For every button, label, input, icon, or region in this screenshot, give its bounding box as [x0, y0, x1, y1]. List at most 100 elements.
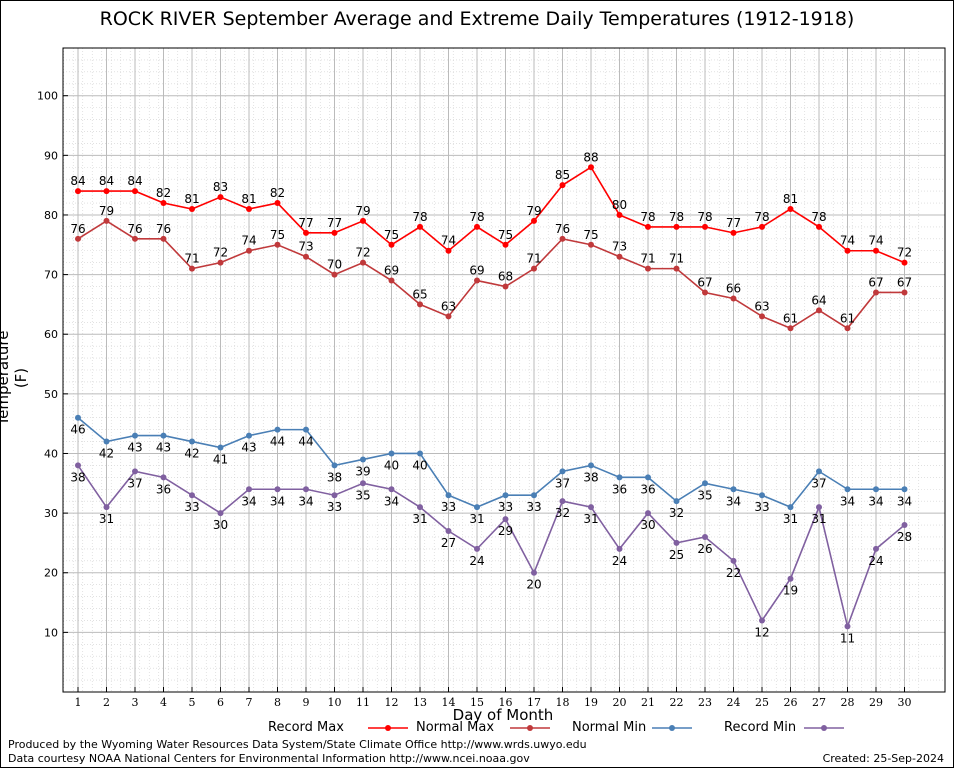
data-label-record-min: 36	[156, 482, 171, 496]
data-point-normal-max	[759, 313, 765, 320]
x-tick-label: 24	[727, 696, 741, 709]
y-tick-label: 70	[44, 269, 58, 282]
data-label-normal-max: 71	[640, 252, 655, 266]
data-label-normal-max: 69	[384, 264, 399, 278]
y-tick-label: 40	[44, 447, 58, 460]
data-point-normal-min	[873, 486, 879, 493]
data-point-normal-min	[816, 468, 822, 475]
data-point-record-min	[246, 486, 252, 493]
data-point-normal-max	[730, 295, 737, 302]
data-label-normal-min: 37	[811, 476, 826, 490]
data-point-record-max	[588, 164, 594, 171]
data-point-record-max	[331, 229, 338, 236]
data-label-record-min: 22	[726, 566, 741, 580]
data-label-normal-max: 79	[99, 204, 114, 218]
data-label-normal-min: 34	[840, 494, 855, 508]
data-label-record-max: 81	[241, 192, 256, 206]
data-label-record-min: 24	[469, 554, 484, 568]
data-point-normal-max	[417, 301, 423, 308]
data-label-record-min: 31	[583, 512, 598, 526]
y-tick-label: 50	[44, 388, 58, 401]
data-point-record-max	[816, 223, 822, 230]
data-point-record-max	[787, 206, 794, 212]
data-point-normal-max	[331, 271, 338, 278]
data-point-record-max	[873, 247, 879, 254]
data-point-record-max	[474, 223, 480, 230]
data-label-normal-min: 39	[355, 464, 370, 478]
data-label-normal-min: 38	[583, 470, 598, 484]
data-point-normal-max	[474, 277, 480, 284]
data-point-normal-min	[759, 492, 765, 499]
data-label-normal-min: 31	[783, 512, 798, 526]
data-label-normal-min: 31	[469, 512, 484, 526]
data-label-normal-max: 63	[441, 299, 456, 313]
x-tick-label: 7	[246, 696, 253, 709]
data-point-record-min	[445, 528, 452, 534]
data-label-record-max: 79	[355, 204, 370, 218]
data-label-normal-min: 37	[555, 476, 570, 490]
legend-normal-min: Normal Min	[572, 720, 692, 736]
data-label-record-max: 84	[99, 174, 114, 188]
data-point-record-min	[132, 468, 138, 475]
data-label-record-max: 78	[412, 210, 427, 224]
data-point-record-min	[531, 569, 537, 576]
data-point-normal-min	[616, 474, 623, 481]
data-label-record-max: 75	[384, 228, 399, 242]
y-tick-label: 90	[44, 149, 58, 162]
x-tick-label: 25	[755, 696, 769, 709]
data-point-record-min	[274, 486, 281, 493]
data-label-record-max: 78	[669, 210, 684, 224]
data-label-record-max: 84	[70, 174, 85, 188]
x-tick-label: 3	[132, 696, 139, 709]
x-tick-label: 16	[499, 696, 513, 709]
data-label-normal-max: 71	[526, 252, 541, 266]
data-point-record-max	[673, 223, 680, 230]
data-point-record-min	[160, 474, 167, 481]
data-point-normal-max	[103, 217, 110, 224]
data-point-record-max	[103, 188, 110, 195]
data-point-normal-max	[388, 277, 395, 284]
x-tick-label: 22	[670, 696, 684, 709]
data-point-normal-min	[588, 462, 594, 469]
data-label-normal-max: 71	[184, 252, 199, 266]
legend-label-record-min: Record Min	[724, 720, 797, 735]
data-label-record-max: 77	[327, 216, 342, 230]
data-label-record-max: 82	[156, 186, 171, 200]
data-label-record-min: 34	[241, 494, 256, 508]
data-point-normal-min	[217, 444, 224, 451]
data-point-record-min	[873, 545, 879, 552]
data-label-record-max: 77	[726, 216, 741, 230]
data-point-record-min	[388, 486, 395, 493]
data-point-normal-max	[901, 289, 908, 296]
data-label-record-min: 26	[697, 542, 712, 556]
data-label-normal-min: 34	[868, 494, 883, 508]
data-label-normal-min: 35	[697, 488, 712, 502]
data-label-normal-max: 65	[412, 287, 427, 301]
data-label-normal-max: 74	[241, 234, 256, 248]
data-label-record-max: 78	[469, 210, 484, 224]
data-label-record-min: 24	[612, 554, 627, 568]
data-point-normal-min	[103, 438, 110, 445]
data-point-record-max	[645, 223, 651, 230]
data-label-normal-min: 32	[669, 506, 684, 520]
data-label-normal-max: 73	[612, 240, 627, 254]
data-point-record-min	[502, 516, 509, 523]
data-point-normal-min	[702, 480, 708, 487]
data-label-record-max: 75	[498, 228, 513, 242]
data-point-normal-max	[873, 289, 879, 296]
data-label-normal-max: 76	[70, 222, 85, 236]
data-point-normal-min	[303, 426, 309, 433]
data-label-normal-min: 41	[213, 453, 228, 467]
x-tick-label: 27	[812, 696, 826, 709]
data-point-normal-max	[816, 307, 822, 314]
data-point-normal-min	[502, 492, 509, 499]
data-label-normal-min: 42	[184, 447, 199, 461]
data-label-record-min: 30	[640, 518, 655, 532]
data-label-record-min: 25	[669, 548, 684, 562]
data-label-normal-max: 63	[754, 299, 769, 313]
footer-data-courtesy: Data courtesy NOAA National Centers for …	[8, 752, 530, 765]
data-point-normal-max	[246, 247, 252, 254]
y-tick-label: 100	[37, 90, 58, 103]
data-point-normal-max	[702, 289, 708, 296]
